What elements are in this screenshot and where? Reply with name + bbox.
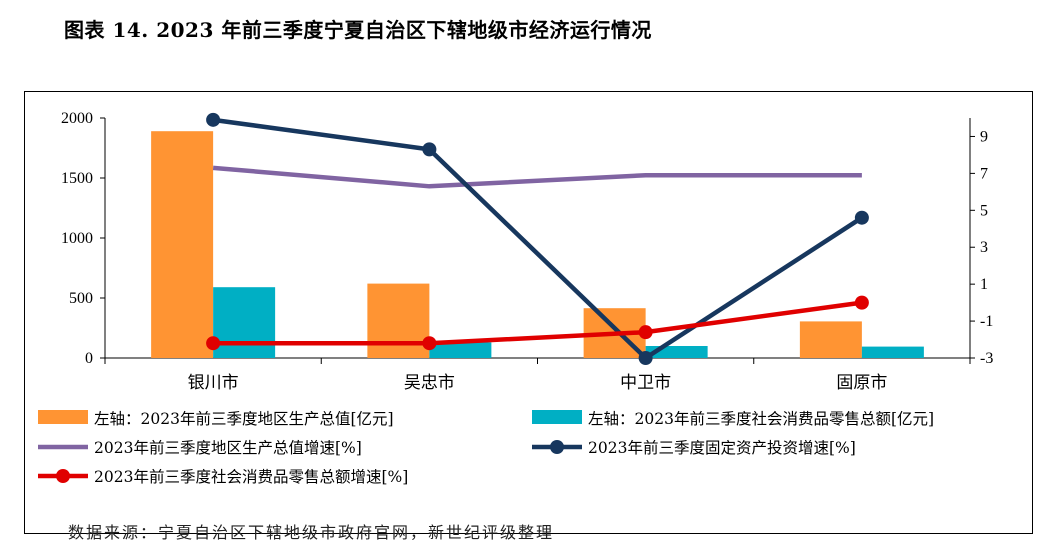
line-point-2 [422, 142, 437, 157]
legend-label: 左轴：2023年前三季度社会消费品零售总额[亿元] [588, 410, 934, 428]
bar-2 [213, 287, 276, 358]
right-tick-label: 3 [980, 239, 988, 256]
legend-label: 2023年前三季度社会消费品零售总额增速[%] [94, 468, 408, 486]
right-tick-label: 1 [980, 276, 988, 293]
left-tick-label: 0 [85, 350, 93, 367]
source-note: 数据来源：宁夏自治区下辖地级市政府官网，新世纪评级整理 [68, 523, 555, 542]
category-label: 吴忠市 [404, 373, 455, 393]
bar-1 [799, 321, 862, 358]
legend-label: 左轴：2023年前三季度地区生产总值[亿元] [94, 410, 394, 428]
bar-2 [861, 346, 924, 358]
bar-2 [429, 342, 492, 358]
chart-frame [24, 91, 1033, 534]
chart-title: 图表 14. 2023 年前三季度宁夏自治区下辖地级市经济运行情况 [64, 18, 652, 42]
category-label: 银川市 [188, 373, 239, 393]
line-point-3 [422, 336, 437, 351]
legend-swatch [532, 410, 582, 424]
line-point-3 [206, 336, 221, 351]
right-tick-label: 9 [980, 128, 988, 145]
category-label: 固原市 [836, 373, 887, 393]
line-point-2 [638, 351, 653, 365]
left-tick-label: 1000 [61, 230, 93, 247]
right-tick-label: -3 [980, 350, 993, 367]
legend-swatch [38, 410, 88, 424]
line-point-2 [206, 112, 221, 127]
legend-label: 2023年前三季度地区生产总值增速[%] [94, 439, 362, 457]
line-point-2 [854, 210, 869, 225]
bar-1 [151, 131, 214, 358]
line-series-2 [212, 117, 864, 361]
right-tick-label: 5 [980, 202, 988, 219]
bar-1 [367, 283, 430, 358]
line-series-1 [212, 165, 862, 189]
left-tick-label: 500 [69, 290, 93, 307]
right-tick-label: -1 [980, 313, 993, 330]
left-tick-label: 1500 [61, 170, 93, 187]
category-label: 中卫市 [620, 373, 671, 393]
legend-label: 2023年前三季度固定资产投资增速[%] [588, 439, 856, 457]
line-point-3 [854, 295, 869, 310]
line-series-3 [213, 300, 863, 346]
right-tick-label: 7 [980, 165, 988, 182]
legend-marker [550, 440, 564, 454]
legend-marker [56, 469, 70, 483]
line-point-3 [638, 325, 653, 340]
left-tick-label: 2000 [61, 110, 93, 127]
